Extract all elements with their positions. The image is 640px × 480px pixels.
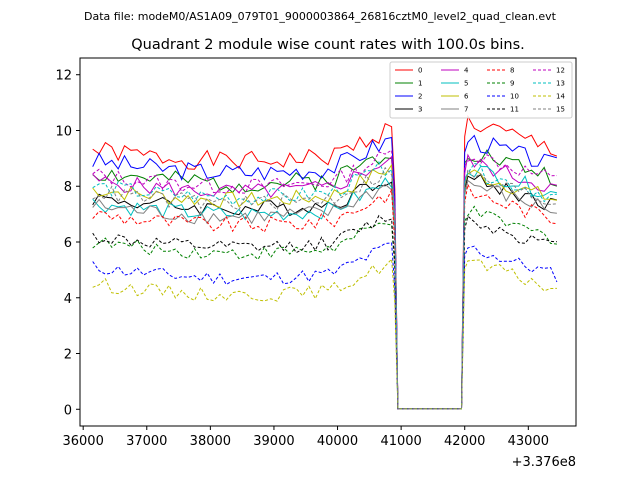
legend-label-0: 0 [418, 67, 422, 75]
y-tick-label: 8 [64, 180, 72, 195]
y-tick-label: 0 [64, 403, 72, 418]
series-line-9 [92, 205, 557, 410]
y-tick-label: 4 [64, 292, 72, 307]
x-tick-label: 39000 [253, 434, 294, 449]
series-line-4 [92, 153, 558, 410]
x-tick-label: 42000 [444, 434, 485, 449]
y-tick-label: 10 [55, 124, 72, 139]
legend-label-13: 13 [556, 80, 565, 88]
series-line-2 [92, 134, 558, 410]
legend-label-8: 8 [510, 67, 514, 75]
x-tick-label: 40000 [317, 434, 358, 449]
x-tick-label: 41000 [380, 434, 421, 449]
legend-label-15: 15 [556, 106, 565, 114]
data-file-header: Data file: modeM0/AS1A09_079T01_90000038… [84, 10, 557, 23]
y-tick-label: 2 [64, 348, 72, 363]
x-offset-label: +3.376e8 [512, 455, 576, 470]
series-line-8 [92, 182, 557, 410]
legend-label-6: 6 [464, 93, 469, 101]
x-tick-label: 43000 [508, 434, 549, 449]
legend-label-14: 14 [556, 93, 565, 101]
legend-label-4: 4 [464, 67, 469, 75]
legend-label-10: 10 [510, 93, 519, 101]
series-line-11 [92, 214, 557, 410]
series-line-10 [92, 242, 558, 410]
x-tick-label: 38000 [190, 434, 231, 449]
legend-label-12: 12 [556, 67, 565, 75]
series-line-6 [92, 163, 557, 410]
x-tick-label: 37000 [126, 434, 167, 449]
series-line-0 [92, 114, 558, 410]
series-line-15 [92, 166, 557, 410]
legend-label-2: 2 [418, 93, 422, 101]
chart-title: Quadrant 2 module wise count rates with … [131, 37, 525, 53]
series-line-7 [92, 179, 557, 410]
series-line-13 [92, 161, 557, 410]
x-tick-label: 36000 [62, 434, 103, 449]
series-line-3 [92, 173, 558, 410]
legend-frame [389, 61, 573, 119]
series-layer [92, 114, 558, 410]
series-line-1 [92, 149, 558, 410]
legend-label-11: 11 [510, 106, 519, 114]
series-line-14 [92, 257, 557, 410]
legend-label-3: 3 [418, 106, 422, 114]
legend-label-1: 1 [418, 80, 422, 88]
legend-label-9: 9 [510, 80, 514, 88]
axes-layer: 36000 37000 38000 39000 40000 41000 42000 43000… [55, 69, 549, 449]
series-line-12 [92, 149, 557, 410]
y-tick-label: 6 [64, 236, 72, 251]
legend-label-7: 7 [464, 106, 468, 114]
y-tick-label: 12 [55, 69, 72, 84]
legend-label-5: 5 [464, 80, 468, 88]
